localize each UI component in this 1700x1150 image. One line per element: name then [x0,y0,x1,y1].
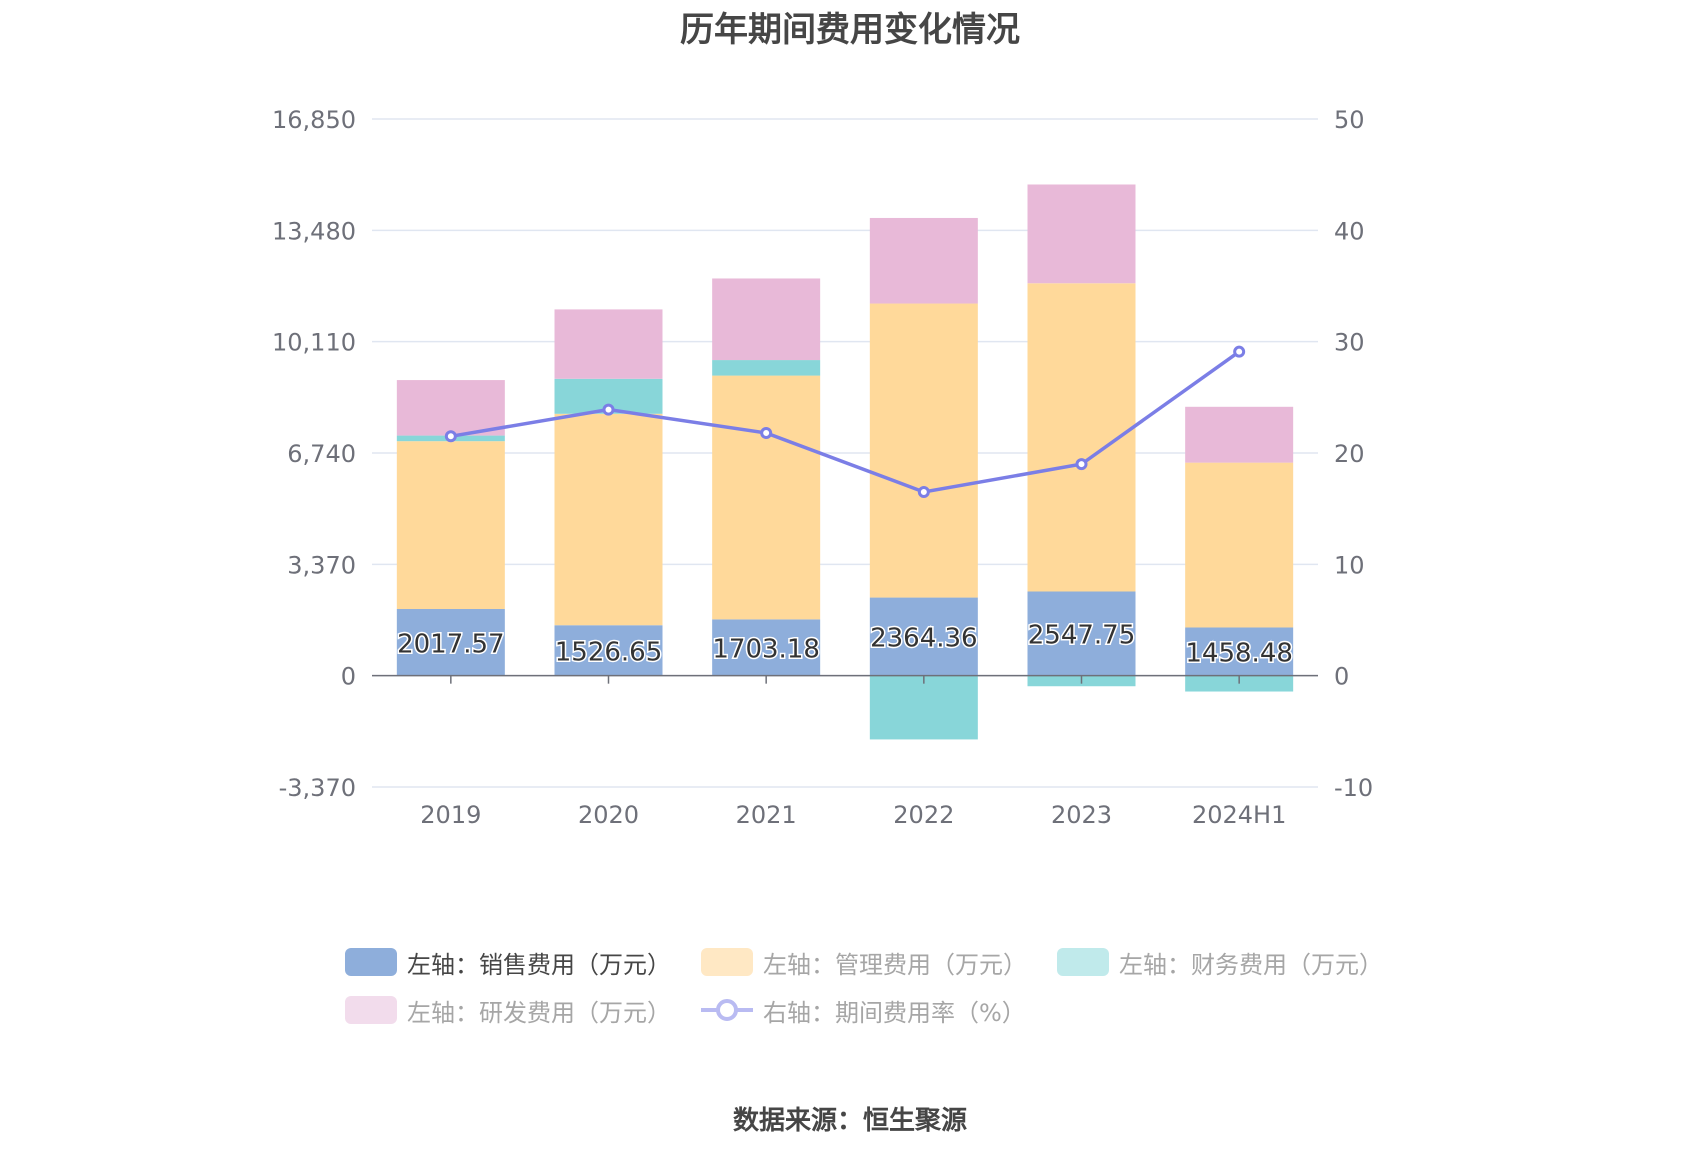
bar-sales [396,609,505,676]
bar-admin [554,413,663,626]
y-right-tick-label: 50 [1334,106,1365,134]
bar-sales [869,597,978,676]
data-source: 数据来源：恒生聚源 [732,1106,967,1136]
y-right-tick-label: 0 [1334,663,1349,691]
y-left-tick-label: 10,110 [272,329,356,357]
legend-swatch-admin [701,948,753,976]
y-left-tick-label: 16,850 [272,106,356,134]
bar-admin [396,441,505,610]
y-left-tick-label: 3,370 [287,551,356,579]
y-right-tick-label: 40 [1334,217,1365,245]
bar-finance [869,675,978,740]
legend-swatch-rd [345,996,397,1024]
rate-line [450,350,1241,494]
legend-label-sales: 左轴：销售费用（万元） [407,950,671,979]
legend-item-rate[interactable]: 右轴：期间费用率（%） [701,996,1026,1027]
bar-sales [1027,591,1136,676]
bar-finance [712,360,821,376]
data-label-sales: 2364.36 [870,624,978,654]
data-labels: 2017.57 1526.65 1703.18 2364.36 2547.75 1458.… [396,619,1295,670]
legend-item-rd[interactable]: 左轴：研发费用（万元） [345,996,671,1027]
data-label-sales: 2547.75 [1028,621,1136,651]
rate-point [1233,345,1246,358]
bar-sales [712,619,821,676]
rate-point [602,403,615,416]
legend-label-rd: 左轴：研发费用（万元） [407,998,671,1027]
x-tick-label: 2023 [1051,801,1112,829]
data-label-sales: 1458.48 [1185,639,1293,669]
bar-rd [1185,406,1294,463]
x-tick-label: 2019 [420,801,481,829]
legend-swatch-finance [1057,948,1109,976]
legend: 左轴：销售费用（万元） 左轴：管理费用（万元） 左轴：财务费用（万元） 左轴：研… [345,948,1405,1027]
x-tick-label: 2021 [736,801,797,829]
legend-item-sales[interactable]: 左轴：销售费用（万元） [345,948,671,979]
bar-sales [1185,627,1294,676]
bar-admin [869,303,978,598]
bar-rd [1027,184,1136,284]
y-right-tick-label: 10 [1334,551,1365,579]
rate-point [444,430,457,443]
chart-title: 历年期间费用变化情况 [680,10,1020,50]
y-right-tick-label: 20 [1334,440,1365,468]
legend-label-rate: 右轴：期间费用率（%） [763,998,1026,1027]
data-label-sales: 1526.65 [555,637,663,667]
rate-line-group [444,345,1246,498]
legend-line-icon [701,999,753,1021]
y-left-tick-label: 0 [341,663,356,691]
data-label-sales: 1703.18 [712,635,820,665]
legend-item-admin[interactable]: 左轴：管理费用（万元） [701,948,1027,979]
axes: 16,850 50 13,480 40 10,110 30 6,740 20 3,370 10 0 0… [272,106,1373,829]
bar-rd [396,380,505,436]
bar-rd [712,278,821,361]
y-left-tick-label: 6,740 [287,440,356,468]
y-right-tick-label: -10 [1334,774,1373,802]
x-tick-label: 2022 [893,801,954,829]
bar-rd [869,217,978,304]
legend-label-finance: 左轴：财务费用（万元） [1119,950,1383,979]
rate-point [1075,458,1088,471]
legend-swatch-sales [345,948,397,976]
bar-admin [1185,462,1294,628]
grid-lines [372,118,1318,788]
legend-label-admin: 左轴：管理费用（万元） [763,950,1027,979]
rate-point [917,485,930,498]
y-left-tick-label: 13,480 [272,217,356,245]
bar-admin [712,375,821,620]
rate-point [760,426,773,439]
x-tick-label: 2024H1 [1192,801,1286,829]
bar-rd [554,309,663,379]
data-label-sales: 2017.57 [397,629,505,659]
y-left-tick-label: -3,370 [279,774,356,802]
legend-item-finance[interactable]: 左轴：财务费用（万元） [1057,948,1383,979]
bar-sales [554,625,663,676]
y-right-tick-label: 30 [1334,329,1365,357]
x-tick-label: 2020 [578,801,639,829]
